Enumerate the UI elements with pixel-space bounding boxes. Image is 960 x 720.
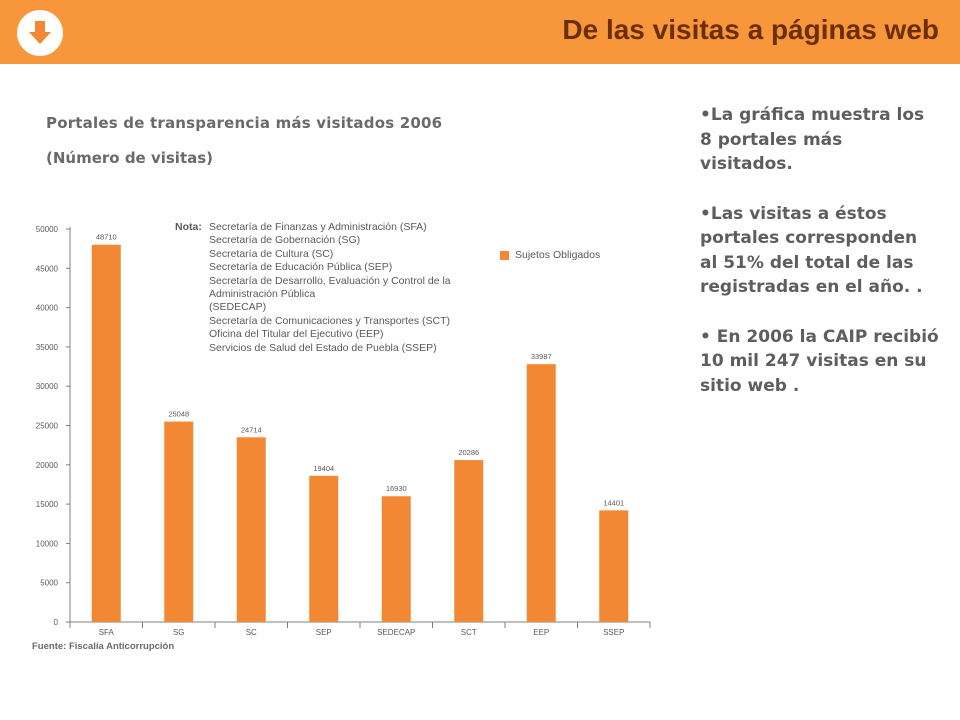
y-tick-label: 20000 [36, 461, 59, 470]
data-label: 33987 [531, 352, 552, 361]
bar [454, 460, 484, 622]
data-label: 20286 [458, 448, 479, 457]
y-tick-label: 35000 [36, 343, 59, 352]
chart-subtitle: (Número de visitas) [46, 149, 214, 167]
note-line: Servicios de Salud del Estado de Puebla … [209, 341, 437, 354]
x-tick-label: EEP [533, 628, 549, 637]
x-tick-label: SCT [461, 628, 477, 637]
chart-source: Fuente: Fiscalía Anticorrupción [32, 641, 175, 652]
legend-label: Sujetos Obligados [515, 249, 601, 261]
bar [526, 364, 556, 622]
data-label: 48710 [96, 233, 117, 242]
note-line: Secretaría de Cultura (SC) [209, 247, 334, 260]
y-tick-label: 0 [54, 618, 59, 627]
data-label: 14401 [603, 498, 624, 507]
note-line: Administración Pública [209, 288, 316, 301]
x-tick-label: SSEP [603, 628, 624, 637]
x-tick-label: SC [246, 628, 257, 637]
y-tick-label: 10000 [36, 539, 59, 548]
download-arrow-icon[interactable] [17, 10, 63, 56]
legend-swatch [500, 250, 509, 260]
data-label: 19404 [313, 464, 334, 473]
y-tick-label: 30000 [36, 382, 59, 391]
bullet-item: •La gráfica muestra los 8 portales más v… [700, 105, 925, 174]
bullet-item: •Las visitas a éstos portales correspond… [700, 203, 923, 298]
bar [381, 496, 411, 622]
x-tick-label: SFA [99, 628, 115, 637]
data-label: 25048 [168, 410, 189, 419]
note-line: Secretaría de Desarrollo, Evaluación y C… [209, 274, 451, 287]
chart-legend: Sujetos Obligados [500, 249, 600, 261]
data-label: 16930 [386, 484, 407, 493]
y-tick-label: 45000 [36, 264, 59, 273]
bullet-item: • En 2006 la CAIP recibió 10 mil 247 vis… [700, 326, 939, 396]
bar [236, 437, 266, 622]
bar [91, 244, 121, 622]
header-bar: De las visitas a páginas web [0, 0, 960, 64]
summary-text: •La gráfica muestra los 8 portales más v… [700, 103, 940, 423]
bar [164, 421, 194, 622]
note-line: Secretaría de Finanzas y Administración … [209, 221, 427, 233]
x-tick-label: SG [173, 628, 185, 637]
bar-chart: 0 5000 10000 15000 20000 25000 30000 35000 40000… [36, 225, 651, 637]
x-tick-label: SEDECAP [377, 628, 415, 637]
y-tick-label: 15000 [36, 500, 59, 509]
y-tick-label: 25000 [36, 422, 59, 431]
data-label: 24714 [241, 425, 262, 434]
y-tick-label: 50000 [36, 225, 59, 234]
note-line: Secretaría de Educación Pública (SEP) [209, 261, 393, 274]
bar [309, 475, 339, 622]
chart-title: Portales de transparencia más visitados … [46, 114, 443, 132]
y-tick-label: 5000 [40, 579, 58, 588]
note-line: Secretaría de Gobernación (SG) [209, 234, 361, 247]
page-title: De las visitas a páginas web [562, 14, 939, 45]
x-tick-label: SEP [316, 628, 332, 637]
y-tick-label: 40000 [36, 304, 59, 313]
note-label: Nota: [175, 221, 202, 233]
note-line: Secretaría de Comunicaciones y Transport… [209, 314, 451, 327]
bar [599, 510, 629, 622]
note-line: Oficina del Titular del Ejecutivo (EEP) [209, 328, 384, 341]
note-line: (SEDECAP) [209, 301, 267, 314]
chart-note: Nota: Secretaría de Finanzas y Administr… [175, 221, 451, 355]
